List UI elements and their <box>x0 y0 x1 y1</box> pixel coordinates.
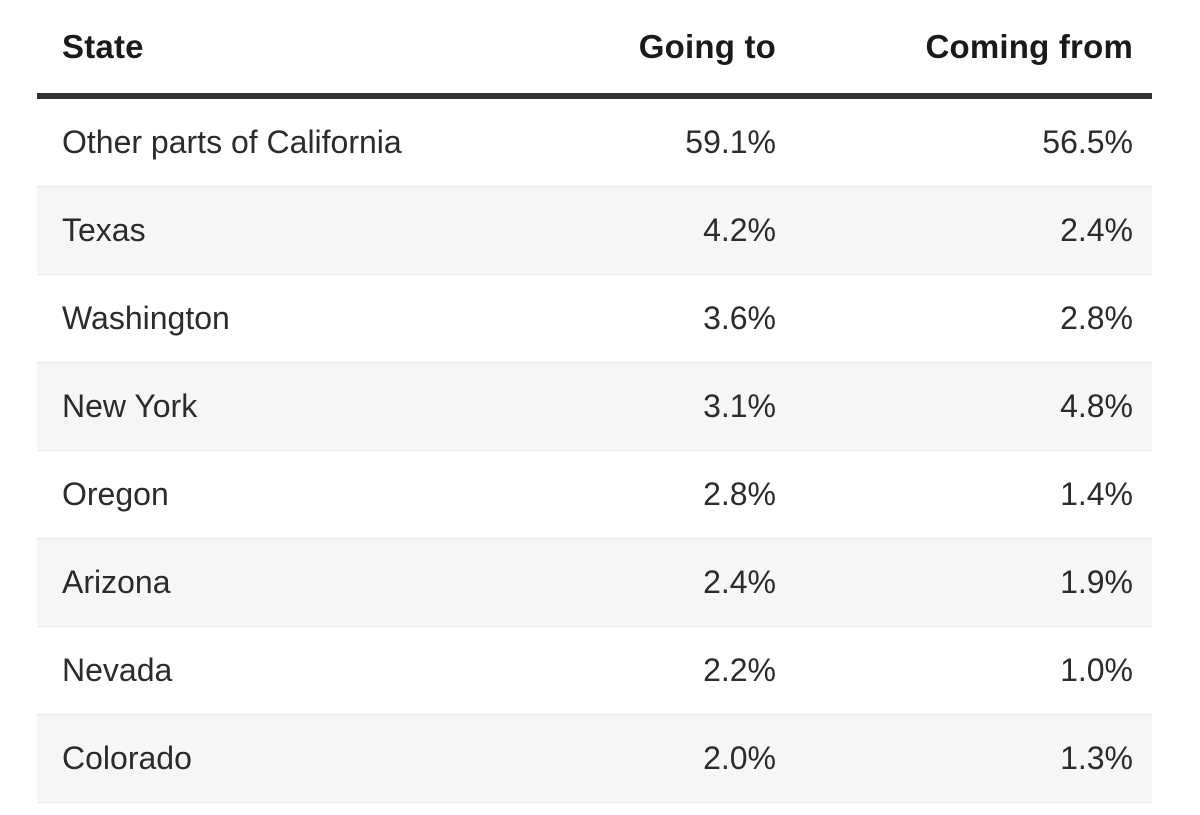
coming-from-cell: 2.8% <box>776 275 1152 363</box>
table-row-partial <box>37 803 1152 815</box>
table-row: Colorado 2.0% 1.3% <box>37 715 1152 803</box>
state-cell: Washington <box>37 275 497 363</box>
state-cell: Other parts of California <box>37 96 497 187</box>
state-cell: New York <box>37 363 497 451</box>
header-coming-from: Coming from <box>776 0 1152 96</box>
going-to-cell: 2.2% <box>497 627 776 715</box>
coming-from-cell <box>776 803 1152 815</box>
going-to-cell: 59.1% <box>497 96 776 187</box>
coming-from-cell: 1.3% <box>776 715 1152 803</box>
table-row: Other parts of California 59.1% 56.5% <box>37 96 1152 187</box>
going-to-cell: 2.4% <box>497 539 776 627</box>
going-to-cell: 2.0% <box>497 715 776 803</box>
coming-from-cell: 1.4% <box>776 451 1152 539</box>
table-row: Arizona 2.4% 1.9% <box>37 539 1152 627</box>
coming-from-cell: 56.5% <box>776 96 1152 187</box>
migration-table-container: State Going to Coming from Other parts o… <box>37 0 1152 815</box>
table-row: Oregon 2.8% 1.4% <box>37 451 1152 539</box>
migration-table: State Going to Coming from Other parts o… <box>37 0 1152 815</box>
state-cell: Nevada <box>37 627 497 715</box>
state-cell: Colorado <box>37 715 497 803</box>
table-body: Other parts of California 59.1% 56.5% Te… <box>37 96 1152 815</box>
going-to-cell: 2.8% <box>497 451 776 539</box>
going-to-cell: 3.6% <box>497 275 776 363</box>
state-cell: Oregon <box>37 451 497 539</box>
coming-from-cell: 1.9% <box>776 539 1152 627</box>
coming-from-cell: 2.4% <box>776 187 1152 275</box>
going-to-cell <box>497 803 776 815</box>
state-cell: Arizona <box>37 539 497 627</box>
table-row: New York 3.1% 4.8% <box>37 363 1152 451</box>
table-header: State Going to Coming from <box>37 0 1152 96</box>
header-state: State <box>37 0 497 96</box>
table-row: Washington 3.6% 2.8% <box>37 275 1152 363</box>
coming-from-cell: 1.0% <box>776 627 1152 715</box>
state-cell <box>37 803 497 815</box>
state-cell: Texas <box>37 187 497 275</box>
going-to-cell: 4.2% <box>497 187 776 275</box>
coming-from-cell: 4.8% <box>776 363 1152 451</box>
header-going-to: Going to <box>497 0 776 96</box>
table-row: Nevada 2.2% 1.0% <box>37 627 1152 715</box>
going-to-cell: 3.1% <box>497 363 776 451</box>
table-row: Texas 4.2% 2.4% <box>37 187 1152 275</box>
header-row: State Going to Coming from <box>37 0 1152 96</box>
